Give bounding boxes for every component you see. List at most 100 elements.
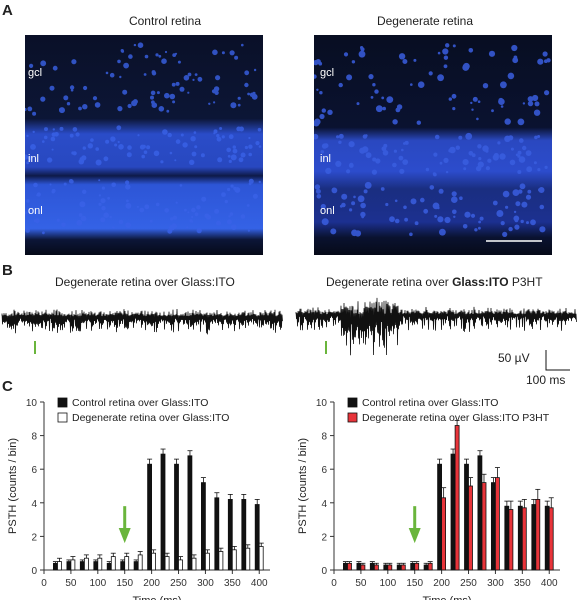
nucleus <box>231 224 237 230</box>
nucleus <box>229 50 235 56</box>
bar <box>535 499 541 571</box>
nucleus <box>518 156 526 163</box>
bar <box>93 561 99 571</box>
nucleus <box>133 43 137 47</box>
nucleus <box>98 179 101 182</box>
nucleus <box>539 204 545 210</box>
scale-voltage-label: 50 µV <box>498 351 530 365</box>
control-retina-title: Control retina <box>128 14 202 28</box>
nucleus <box>515 153 519 157</box>
nucleus <box>25 154 29 160</box>
bar <box>360 564 366 571</box>
nucleus <box>410 83 413 86</box>
nucleus <box>179 184 183 187</box>
x-tick-label: 350 <box>224 578 241 589</box>
bar <box>494 477 500 571</box>
nucleus <box>358 50 366 58</box>
legend-swatch <box>57 412 68 423</box>
nucleus <box>87 143 93 149</box>
nucleus <box>385 202 389 207</box>
nucleus <box>105 139 110 144</box>
nucleus <box>542 51 548 57</box>
nucleus <box>452 107 456 111</box>
scale-bar-corner <box>545 350 570 371</box>
nucleus <box>156 91 160 95</box>
nucleus <box>500 81 507 89</box>
stimulus-arrowhead <box>118 528 131 544</box>
nucleus <box>465 132 473 140</box>
nucleus <box>71 59 77 65</box>
nucleus <box>29 63 34 68</box>
nucleus <box>462 224 468 229</box>
bar <box>204 552 210 571</box>
nucleus <box>530 219 536 226</box>
nucleus <box>59 126 64 131</box>
nucleus <box>351 229 358 237</box>
nucleus <box>111 182 116 188</box>
layer-label-gcl: gcl <box>28 67 43 79</box>
nucleus <box>183 75 190 81</box>
nucleus <box>118 219 124 225</box>
nucleus <box>455 145 460 150</box>
nucleus <box>508 226 513 232</box>
nucleus <box>44 127 48 132</box>
trace-left <box>1 308 283 335</box>
nucleus <box>33 182 38 188</box>
nucleus <box>527 100 534 107</box>
legend-label: Control retina over Glass:ITO <box>362 397 498 409</box>
nucleus <box>228 134 234 140</box>
nucleus <box>233 186 237 191</box>
nucleus <box>227 187 231 192</box>
x-tick-label: 300 <box>487 578 504 589</box>
nucleus <box>174 159 177 162</box>
nucleus <box>338 82 343 88</box>
nucleus <box>392 162 397 168</box>
bar <box>174 463 179 571</box>
bar <box>231 549 237 571</box>
nucleus <box>402 59 408 64</box>
nucleus <box>437 51 441 55</box>
nucleus <box>51 190 55 194</box>
nucleus <box>404 140 409 145</box>
nucleus <box>103 212 109 218</box>
nucleus <box>448 97 452 101</box>
control-retina-micrograph: gcl inl onl <box>25 35 263 255</box>
nucleus <box>316 194 322 199</box>
nucleus <box>119 75 122 79</box>
bar <box>481 482 487 571</box>
nucleus <box>164 50 168 54</box>
bar <box>200 482 206 571</box>
nucleus <box>251 93 258 100</box>
bar <box>53 562 58 571</box>
nucleus <box>66 102 71 106</box>
nucleus <box>213 101 216 104</box>
bar <box>427 562 433 571</box>
nucleus <box>216 220 221 226</box>
nucleus <box>244 70 250 76</box>
x-tick-label: 50 <box>355 578 367 589</box>
nucleus <box>116 125 122 131</box>
nucleus <box>487 158 492 163</box>
nucleus <box>52 65 58 71</box>
nucleus <box>382 150 389 156</box>
bar <box>147 463 153 571</box>
nucleus <box>434 214 438 218</box>
nucleus <box>128 54 133 59</box>
nucleus <box>458 135 463 140</box>
nucleus <box>42 231 45 235</box>
nucleus <box>26 161 30 165</box>
nucleus <box>117 106 123 112</box>
nucleus <box>192 78 195 81</box>
nucleus <box>160 160 164 164</box>
nucleus <box>204 213 210 219</box>
nucleus <box>443 157 449 163</box>
nucleus <box>126 199 129 203</box>
nucleus <box>504 118 511 125</box>
bar <box>66 561 72 571</box>
nucleus <box>534 101 540 107</box>
nucleus <box>212 49 218 56</box>
bar <box>521 507 527 571</box>
nucleus <box>227 154 231 158</box>
nucleus <box>72 127 78 132</box>
nucleus <box>360 202 366 209</box>
